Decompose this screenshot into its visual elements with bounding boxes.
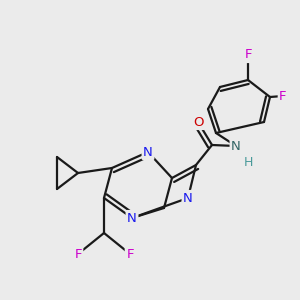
Text: N: N (143, 146, 153, 158)
Text: N: N (231, 140, 241, 152)
Text: N: N (183, 191, 193, 205)
Text: F: F (244, 49, 252, 62)
Text: F: F (74, 248, 82, 260)
Text: F: F (279, 89, 287, 103)
Text: F: F (126, 248, 134, 260)
Text: H: H (243, 157, 253, 169)
Text: N: N (127, 212, 137, 224)
Text: O: O (193, 116, 203, 128)
